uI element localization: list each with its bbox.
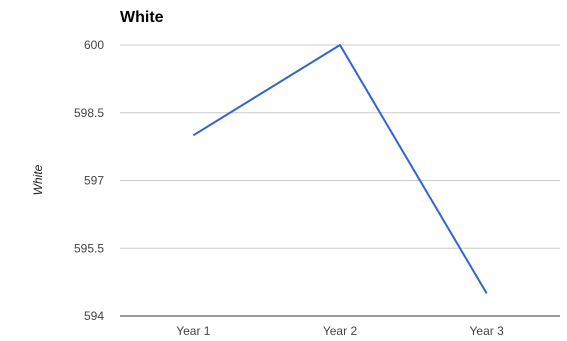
x-tick-label: Year 3: [470, 324, 505, 338]
x-tick-label: Year 2: [323, 324, 358, 338]
y-tick-label: 594: [84, 309, 104, 323]
x-tick-label: Year 1: [176, 324, 211, 338]
y-axis-label: White: [31, 164, 45, 195]
x-tick-labels: Year 1 Year 2 Year 3: [176, 324, 504, 338]
y-tick-label: 598.5: [74, 106, 104, 120]
y-tick-labels: 594 595.5 597 598.5 600: [74, 38, 104, 323]
chart-title: White: [120, 9, 164, 26]
y-tick-label: 595.5: [74, 241, 104, 255]
y-tick-label: 597: [84, 174, 104, 188]
series-line: [192, 44, 488, 294]
series-layer: [192, 44, 488, 294]
gridlines: [120, 44, 560, 317]
y-tick-label: 600: [84, 38, 104, 52]
